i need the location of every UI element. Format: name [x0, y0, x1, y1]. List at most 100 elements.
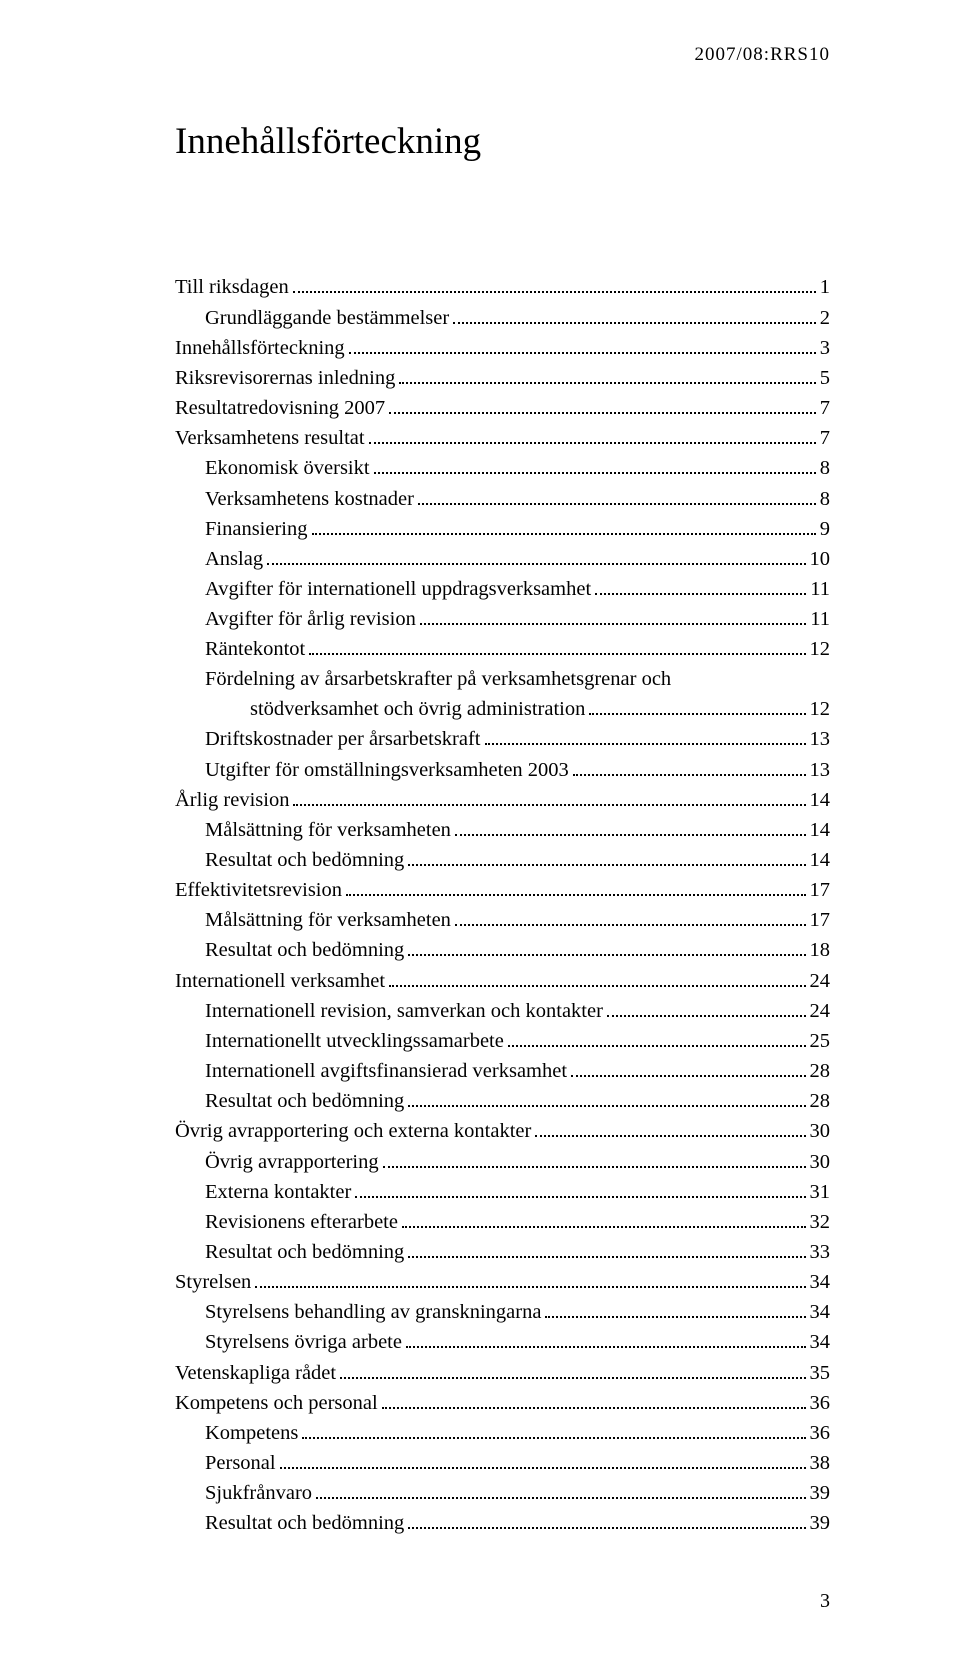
- toc-dots: [408, 1509, 805, 1529]
- toc-entry-page: 2: [820, 304, 830, 334]
- toc-entry-page: 17: [810, 906, 831, 936]
- toc-dots: [255, 1268, 805, 1288]
- toc-entry-page: 33: [810, 1238, 831, 1268]
- toc-entry-label: Riksrevisorernas inledning: [175, 364, 395, 394]
- toc-entry-page: 9: [820, 515, 830, 545]
- toc-entry-page: 28: [810, 1057, 831, 1087]
- toc-dots: [382, 1388, 806, 1408]
- toc-entry-label: Styrelsens behandling av granskningarna: [205, 1298, 541, 1328]
- toc-entry-page: 34: [810, 1268, 831, 1298]
- toc-entry: Resultat och bedömning18: [175, 936, 830, 966]
- toc-entry-label: Målsättning för verksamheten: [205, 816, 451, 846]
- toc-entry-label: Fördelning av årsarbetskrafter på verksa…: [205, 665, 671, 695]
- toc-entry-label: Driftskostnader per årsarbetskraft: [205, 725, 481, 755]
- toc-entry-page: 17: [810, 876, 831, 906]
- toc-entry: Avgifter för internationell uppdragsverk…: [175, 575, 830, 605]
- toc-dots: [383, 1147, 806, 1167]
- toc-dots: [607, 996, 806, 1016]
- toc-entry: Internationellt utvecklingssamarbete25: [175, 1026, 830, 1056]
- toc-dots: [408, 1087, 805, 1107]
- toc-entry-page: 7: [820, 424, 830, 454]
- toc-dots: [420, 605, 806, 625]
- toc-dots: [418, 484, 816, 504]
- toc-entry: Övrig avrapportering30: [175, 1147, 830, 1177]
- toc-dots: [267, 544, 805, 564]
- toc-entry: Anslag 10: [175, 544, 830, 574]
- toc-dots: [573, 755, 806, 775]
- toc-dots: [312, 514, 816, 534]
- toc-entry-label: Kompetens och personal: [175, 1389, 378, 1419]
- toc-entry: Internationell revision, samverkan och k…: [175, 996, 830, 1026]
- toc-entry-label: Effektivitetsrevision: [175, 876, 342, 906]
- toc-entry: Resultat och bedömning14: [175, 846, 830, 876]
- toc-entry-label: Finansiering: [205, 515, 308, 545]
- toc-entry: Resultat och bedömning28: [175, 1087, 830, 1117]
- toc-entry-page: 30: [810, 1148, 831, 1178]
- toc-entry-page: 39: [810, 1509, 831, 1539]
- toc-dots: [346, 876, 805, 896]
- toc-entry: Personal38: [175, 1449, 830, 1479]
- document-page: 2007/08:RRS10 Innehållsförteckning Till …: [0, 0, 960, 1653]
- page-number: 3: [820, 1590, 830, 1613]
- toc-entry-page: 36: [810, 1389, 831, 1419]
- toc-entry: Utgifter för omställningsverksamheten 20…: [175, 755, 830, 785]
- toc-dots: [349, 333, 816, 353]
- toc-entry-page: 39: [810, 1479, 831, 1509]
- toc-entry-page: 14: [810, 846, 831, 876]
- toc-entry-page: 10: [810, 545, 831, 575]
- toc-entry: Styrelsens behandling av granskningarna 3…: [175, 1298, 830, 1328]
- toc-entry-page: 35: [810, 1359, 831, 1389]
- toc-entry-page: 8: [820, 454, 830, 484]
- toc-dots: [535, 1117, 805, 1137]
- toc-entry: Riksrevisorernas inledning 5: [175, 363, 830, 393]
- toc-entry-label: Vetenskapliga rådet: [175, 1359, 336, 1389]
- toc-entry-page: 24: [810, 997, 831, 1027]
- toc-entry-label: Sjukfrånvaro: [205, 1479, 312, 1509]
- toc-dots: [455, 906, 806, 926]
- toc-entry: Avgifter för årlig revision11: [175, 605, 830, 635]
- toc-entry-page: 1: [820, 273, 830, 303]
- toc-entry-page: 25: [810, 1027, 831, 1057]
- toc-entry: Driftskostnader per årsarbetskraft13: [175, 725, 830, 755]
- toc-dots: [408, 936, 805, 956]
- toc-entry: Resultat och bedömning 39: [175, 1509, 830, 1539]
- toc-entry: Innehållsförteckning3: [175, 333, 830, 363]
- toc-dots: [508, 1026, 806, 1046]
- toc-entry-label: stödverksamhet och övrig administration: [250, 695, 585, 725]
- toc-entry: stödverksamhet och övrig administration 1…: [175, 695, 830, 725]
- toc-dots: [340, 1358, 805, 1378]
- toc-entry: Verksamhetens kostnader8: [175, 484, 830, 514]
- toc-entry-label: Verksamhetens resultat: [175, 424, 365, 454]
- toc-dots: [280, 1449, 806, 1469]
- toc-entry: Räntekontot12: [175, 635, 830, 665]
- toc-dots: [485, 725, 806, 745]
- toc-entry-label: Till riksdagen: [175, 273, 289, 303]
- toc-entry-label: Årlig revision: [175, 786, 289, 816]
- toc-entry-label: Personal: [205, 1449, 276, 1479]
- toc-entry-label: Resultatredovisning 2007: [175, 394, 385, 424]
- toc-entry-label: Internationell revision, samverkan och k…: [205, 997, 603, 1027]
- toc-entry-page: 11: [810, 575, 830, 605]
- toc-entry-label: Resultat och bedömning: [205, 1509, 404, 1539]
- toc-entry-page: 24: [810, 967, 831, 997]
- toc-entry: Till riksdagen 1: [175, 273, 830, 303]
- toc-entry-label: Externa kontakter: [205, 1178, 351, 1208]
- toc-entry-label: Resultat och bedömning: [205, 1238, 404, 1268]
- toc-entry-page: 34: [810, 1298, 831, 1328]
- toc-dots: [389, 394, 816, 414]
- toc-entry-page: 30: [810, 1117, 831, 1147]
- toc-entry-page: 5: [820, 364, 830, 394]
- toc-entry-page: 13: [810, 756, 831, 786]
- toc-entry: Målsättning för verksamheten17: [175, 906, 830, 936]
- toc-dots: [453, 303, 816, 323]
- toc-entry-label: Grundläggande bestämmelser: [205, 304, 449, 334]
- toc-dots: [302, 1419, 805, 1439]
- toc-entry: Finansiering 9: [175, 514, 830, 544]
- toc-entry-label: Utgifter för omställningsverksamheten 20…: [205, 756, 569, 786]
- toc-dots: [369, 424, 816, 444]
- toc-dots: [293, 273, 816, 293]
- toc-entry-page: 12: [810, 695, 831, 725]
- toc-entry: Årlig revision14: [175, 785, 830, 815]
- toc-entry-page: 32: [810, 1208, 831, 1238]
- toc-entry-label: Anslag: [205, 545, 263, 575]
